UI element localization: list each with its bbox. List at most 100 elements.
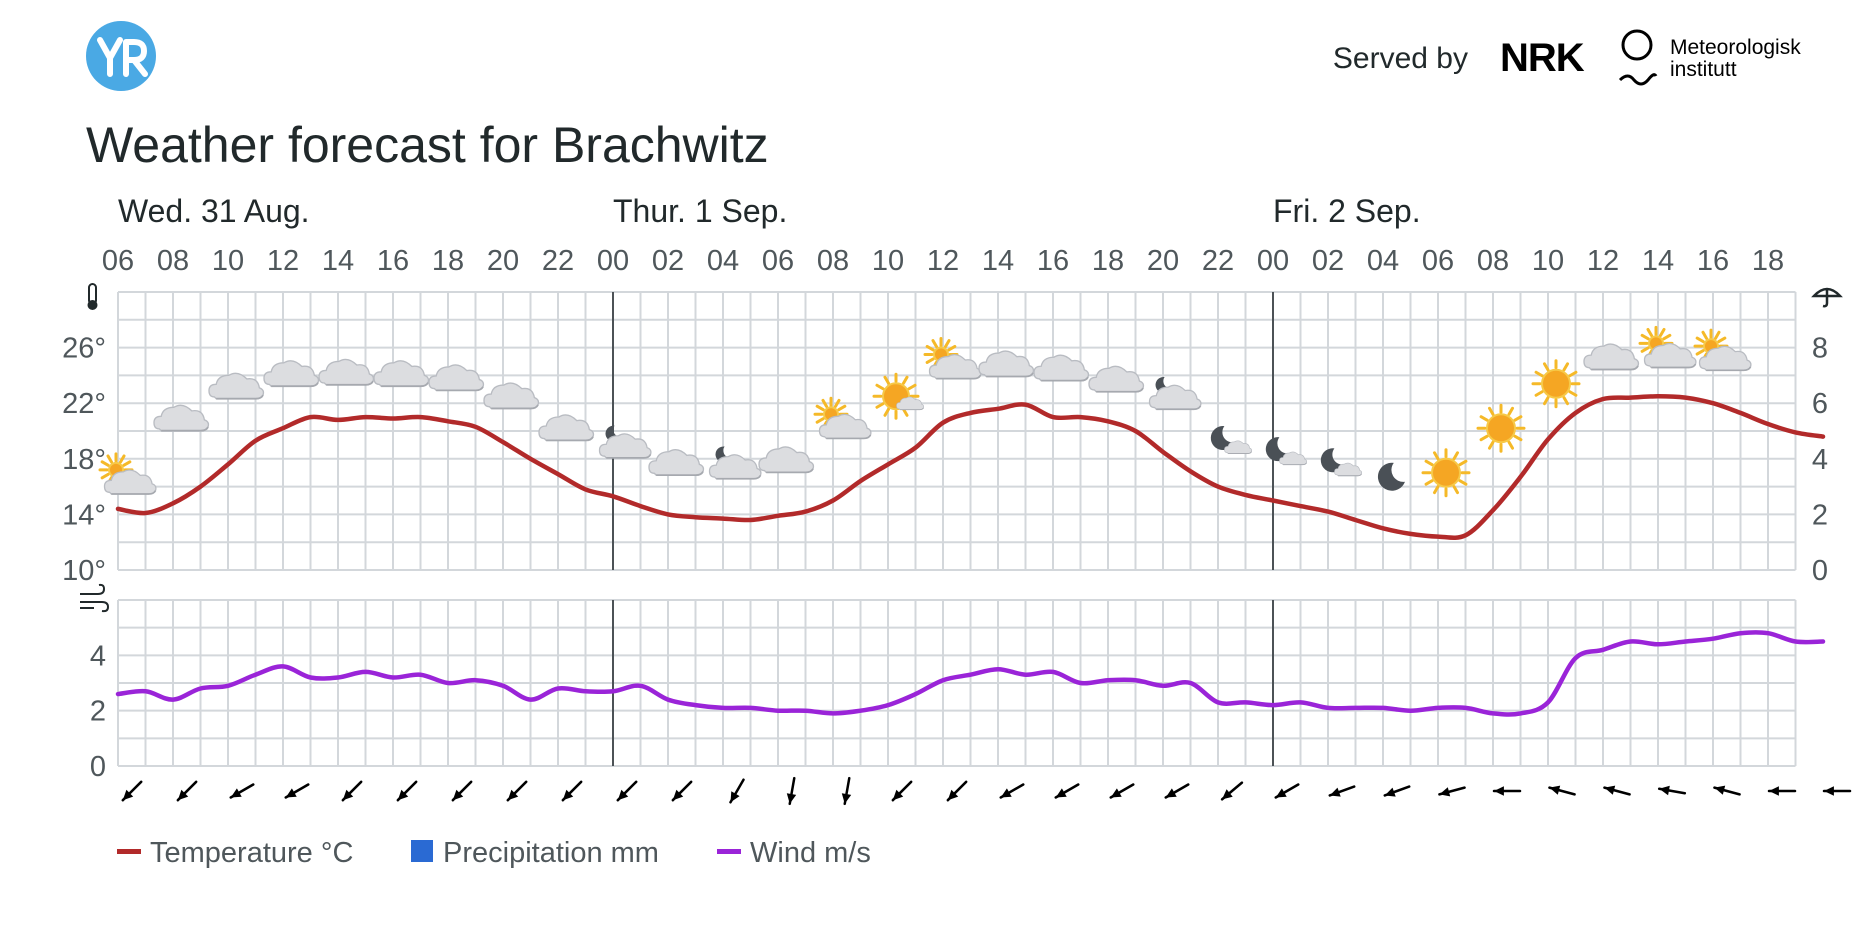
hour-tick-label: 18 [432, 245, 464, 277]
wind-direction-arrow-icon [284, 783, 310, 799]
hour-tick-label: 06 [1422, 245, 1454, 277]
page-title: Weather forecast for Brachwitz [86, 117, 769, 173]
hour-tick-label: 10 [872, 245, 904, 277]
hour-tick-label: 10 [1532, 245, 1564, 277]
wind-tick-label: 2 [90, 696, 106, 728]
wind-direction-arrow-icon [891, 780, 913, 802]
legend-swatch-wind [717, 849, 741, 854]
wind-direction-arrow-icon [1164, 783, 1190, 799]
wind-icon [80, 583, 110, 613]
wind-direction-arrow-icon [786, 776, 797, 806]
legend-label-temperature: Temperature °C [150, 837, 353, 869]
legend-item-temperature[interactable]: Temperature °C [117, 837, 353, 869]
hour-tick-label: 14 [1642, 245, 1674, 277]
temperature-tick-label: 10° [62, 555, 106, 587]
precipitation-axis: 0 2 4 6 8 [1812, 333, 1828, 587]
wind-direction-arrow-icon [176, 780, 198, 802]
hour-tick-label: 06 [762, 245, 794, 277]
day-label: Wed. 31 Aug. [118, 193, 310, 229]
met-logo-line-1: Meteorologisk [1670, 36, 1801, 59]
wind-direction-arrow-icon [1220, 781, 1244, 801]
weather-clear-sky-day-icon [1421, 448, 1471, 498]
legend-label-wind: Wind m/s [750, 837, 871, 869]
weather-clear-night-icon [1377, 462, 1405, 491]
hour-tick-label: 08 [157, 245, 189, 277]
weather-partly-cloudy-night-icon [1148, 376, 1202, 411]
weather-clear-sky-day-icon [1531, 359, 1581, 409]
legend-item-wind[interactable]: Wind m/s [717, 837, 871, 869]
wind-line [115, 630, 1826, 717]
wind-direction-arrow-icon [1328, 785, 1356, 797]
wind-direction-arrow-icon [1109, 783, 1135, 799]
umbrella-icon [1811, 287, 1843, 308]
weather-partly-cloudy-day-icon [923, 336, 982, 380]
hour-tick-label: 02 [652, 245, 684, 277]
weather-partly-cloudy-night-icon [708, 446, 762, 480]
thermometer-icon [87, 283, 98, 310]
wind-direction-arrow-icon [841, 776, 852, 806]
weather-fair-night-icon [1265, 437, 1308, 466]
temperature-tick-label: 22° [62, 388, 106, 420]
wind-direction-arrow-icon [396, 780, 418, 802]
weather-cloudy-icon [483, 382, 540, 410]
temperature-panel-grid [117, 291, 1797, 571]
wind-tick-label: 4 [90, 640, 106, 672]
hour-tick-label: 20 [1147, 245, 1179, 277]
temperature-axis: 10°14°18°22°26° [62, 333, 106, 587]
wind-direction-arrow-icon [1492, 786, 1522, 796]
wind-direction-arrow-icon [1274, 783, 1300, 799]
wind-direction-arrow-icon [1438, 786, 1466, 797]
precipitation-tick-label: 8 [1812, 333, 1828, 365]
served-by-label: Served by [1333, 42, 1468, 75]
wind-panel-grid [117, 599, 1797, 767]
weather-fair-night-icon [1320, 448, 1363, 477]
wind-direction-arrow-icon [1383, 785, 1411, 797]
wind-tick-label: 0 [90, 751, 106, 783]
weather-fair-day-icon [872, 372, 925, 420]
weather-partly-cloudy-day-icon [813, 396, 872, 440]
weather-fair-night-icon [1210, 426, 1253, 454]
wind-direction-arrow-icon [451, 780, 473, 802]
wind-direction-arrow-icon [1713, 785, 1741, 796]
legend-label-precipitation: Precipitation mm [443, 837, 659, 869]
hour-tick-label: 16 [1037, 245, 1069, 277]
wind-direction-arrow-icon [1548, 785, 1576, 796]
weather-cloudy-icon [758, 446, 815, 474]
wind-direction-arrows [121, 776, 1852, 806]
weather-cloudy-icon [263, 360, 320, 388]
wind-axis: 0 2 4 [90, 640, 106, 783]
hour-tick-label: 04 [707, 245, 739, 277]
day-label: Thur. 1 Sep. [613, 193, 787, 229]
temperature-tick-label: 26° [62, 333, 106, 365]
weather-partly-cloudy-day-icon [98, 452, 157, 495]
wind-direction-arrow-icon [121, 780, 143, 802]
hour-tick-labels: 06 08 10 12 14 16 18 20 22 00 02 04 06 08 10 12 14 16 18 20… [102, 245, 1784, 277]
hour-tick-label: 04 [1367, 245, 1399, 277]
hour-tick-label: 18 [1092, 245, 1124, 277]
weather-cloudy-icon [1088, 365, 1145, 393]
met-institute-logo[interactable]: Meteorologisk institutt [1618, 29, 1801, 86]
wind-direction-arrow-icon [229, 783, 255, 799]
hour-tick-label: 12 [1587, 245, 1619, 277]
weather-partly-cloudy-day-icon [1638, 325, 1697, 369]
weather-cloudy-icon [153, 404, 210, 432]
wind-direction-arrow-icon [506, 780, 528, 802]
precipitation-tick-label: 0 [1812, 555, 1828, 587]
nrk-logo[interactable]: NRK [1500, 36, 1586, 80]
yr-logo[interactable] [86, 21, 156, 91]
hour-tick-label: 12 [267, 245, 299, 277]
hour-tick-label: 00 [597, 245, 629, 277]
hour-tick-label: 16 [1697, 245, 1729, 277]
wind-direction-arrow-icon [946, 780, 968, 802]
hour-tick-label: 14 [322, 245, 354, 277]
hour-tick-label: 14 [982, 245, 1014, 277]
legend-item-precipitation[interactable]: Precipitation mm [411, 837, 659, 869]
wind-direction-arrow-icon [1603, 785, 1631, 796]
hour-tick-label: 20 [487, 245, 519, 277]
weather-symbols [98, 325, 1752, 498]
precipitation-tick-label: 2 [1812, 499, 1828, 531]
weather-cloudy-icon [373, 360, 430, 388]
hour-tick-label: 18 [1752, 245, 1784, 277]
wind-direction-arrow-icon [561, 780, 583, 802]
